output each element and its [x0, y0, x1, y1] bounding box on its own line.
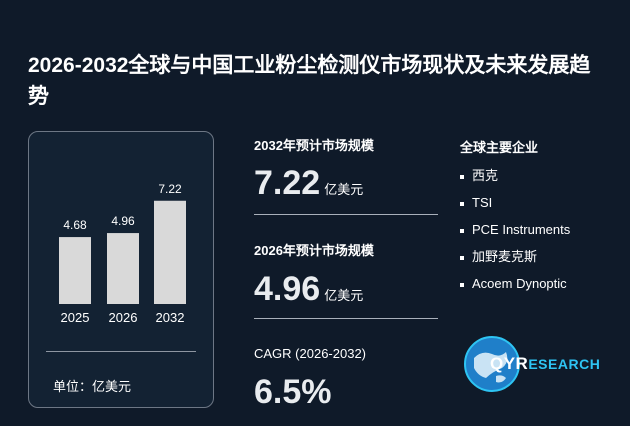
stat-2026-unit: 亿美元 [324, 288, 364, 303]
company-item: PCE Instruments [460, 221, 570, 248]
page-title: 2026-2032全球与中国工业粉尘检测仪市场现状及未来发展趋势 [28, 54, 591, 108]
companies-heading: 全球主要企业 [460, 140, 539, 155]
cagr-label: CAGR (2026-2032) [254, 346, 366, 361]
company-item: Acoem Dynoptic [460, 275, 570, 302]
bar-chart-panel: 4.68 2025 4.96 2026 7.22 2032 单位：亿美元 [28, 131, 214, 408]
tick-label-2025: 2025 [61, 310, 90, 325]
company-item: 加野麦克斯 [460, 248, 570, 275]
company-item: TSI [460, 194, 570, 221]
stat-2032-label: 2032年预计市场规模 [254, 138, 374, 153]
chart-divider [46, 351, 196, 352]
data-label-2032: 7.22 [158, 182, 182, 196]
stat-2026-label: 2026年预计市场规模 [254, 243, 374, 258]
data-label-2025: 4.68 [63, 218, 87, 232]
bar-2025 [59, 237, 91, 304]
bullet-icon [460, 228, 464, 233]
bullet-icon [460, 255, 464, 260]
bullet-icon [460, 174, 464, 179]
bullet-icon [460, 201, 464, 206]
stat-2032-unit: 亿美元 [324, 182, 364, 197]
company-item: 西克 [460, 167, 570, 194]
stat-divider [254, 318, 438, 319]
bar-chart: 4.68 2025 4.96 2026 7.22 2032 [59, 182, 186, 325]
stat-2026-value: 4.96 亿美元 [254, 270, 364, 308]
stat-divider [254, 214, 438, 215]
bar-2026 [107, 233, 139, 304]
chart-unit-label: 单位：亿美元 [53, 379, 132, 394]
tick-label-2032: 2032 [156, 310, 185, 325]
qyresearch-logo: QYRESEARCH [462, 332, 612, 396]
bar-2032 [154, 200, 186, 304]
cagr-value: 6.5% [254, 373, 332, 411]
company-list: 西克 TSI PCE Instruments 加野麦克斯 Acoem Dynop… [460, 167, 570, 302]
tick-label-2026: 2026 [109, 310, 138, 325]
globe-icon [464, 336, 520, 392]
data-label-2026: 4.96 [111, 214, 135, 228]
logo-text: QYRESEARCH [490, 354, 601, 373]
bullet-icon [460, 282, 464, 287]
stat-2032-value: 7.22 亿美元 [254, 164, 364, 202]
